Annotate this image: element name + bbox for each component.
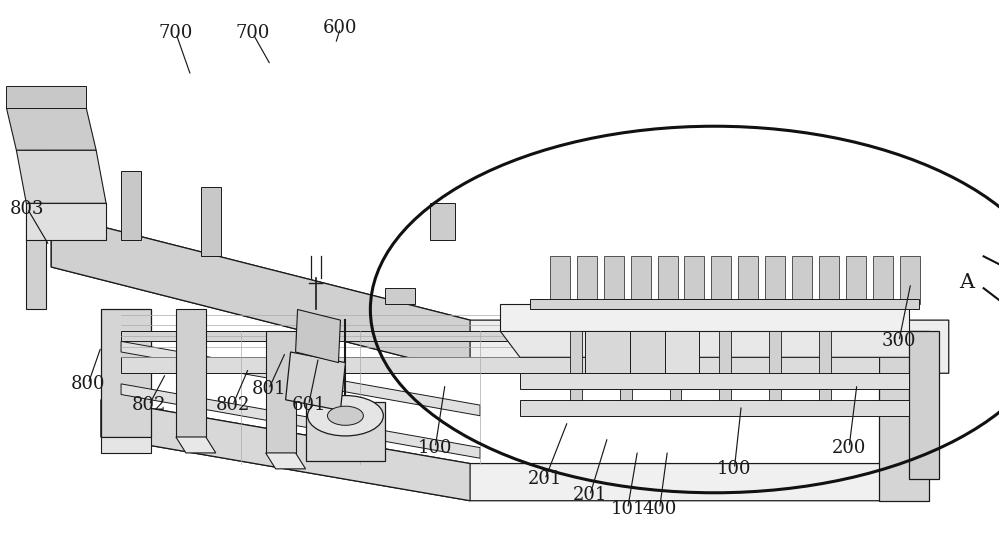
Polygon shape [500,331,929,357]
Polygon shape [385,288,415,304]
Text: 101: 101 [610,500,645,517]
Polygon shape [201,187,221,256]
Text: 801: 801 [251,380,286,398]
Polygon shape [665,331,699,373]
Polygon shape [819,331,831,411]
Polygon shape [530,299,919,310]
Text: 201: 201 [573,486,607,505]
Text: 600: 600 [323,19,358,37]
Text: 201: 201 [528,470,562,489]
Text: 100: 100 [418,438,452,457]
Text: 200: 200 [832,438,866,457]
Polygon shape [266,331,296,453]
Polygon shape [604,256,624,304]
Polygon shape [500,304,909,331]
Polygon shape [719,331,731,411]
Polygon shape [101,437,151,453]
Polygon shape [51,214,949,373]
Text: 802: 802 [216,396,250,414]
Polygon shape [121,171,141,240]
Polygon shape [819,256,839,304]
Text: 700: 700 [159,24,193,42]
Circle shape [327,406,363,425]
Polygon shape [101,310,151,437]
Polygon shape [520,373,909,389]
Polygon shape [26,203,106,240]
Polygon shape [286,352,345,411]
Polygon shape [51,214,470,373]
Polygon shape [577,256,597,304]
Text: 803: 803 [10,200,45,217]
Polygon shape [570,331,582,411]
Polygon shape [670,331,681,411]
Polygon shape [550,256,570,304]
Polygon shape [266,453,306,469]
Circle shape [308,396,383,436]
Polygon shape [121,384,480,458]
Text: A: A [959,273,974,293]
Polygon shape [81,203,106,240]
Polygon shape [121,357,879,373]
Polygon shape [6,108,96,150]
Polygon shape [306,403,385,461]
Polygon shape [711,256,731,304]
Polygon shape [769,331,781,411]
Polygon shape [430,203,455,240]
Polygon shape [658,256,678,304]
Polygon shape [101,400,919,501]
Text: 300: 300 [882,332,916,350]
Text: 601: 601 [291,396,326,414]
Polygon shape [121,331,879,341]
Polygon shape [765,256,785,304]
Polygon shape [620,331,632,411]
Polygon shape [16,150,106,203]
Polygon shape [520,400,909,416]
Polygon shape [176,310,206,437]
Polygon shape [296,310,340,363]
Text: 800: 800 [71,375,105,393]
Polygon shape [900,256,920,304]
Text: 100: 100 [717,460,752,478]
Polygon shape [585,331,630,373]
Polygon shape [6,87,86,108]
Polygon shape [631,256,651,304]
Polygon shape [909,331,939,480]
Polygon shape [792,256,812,304]
Polygon shape [873,256,893,304]
Text: 802: 802 [132,396,166,414]
Polygon shape [738,256,758,304]
Polygon shape [121,341,480,416]
Polygon shape [101,400,470,501]
Polygon shape [879,331,929,501]
Polygon shape [26,150,46,310]
Polygon shape [846,256,866,304]
Text: 700: 700 [236,24,270,42]
Polygon shape [176,437,216,453]
Polygon shape [630,331,675,373]
Text: 400: 400 [642,500,677,517]
Polygon shape [684,256,704,304]
